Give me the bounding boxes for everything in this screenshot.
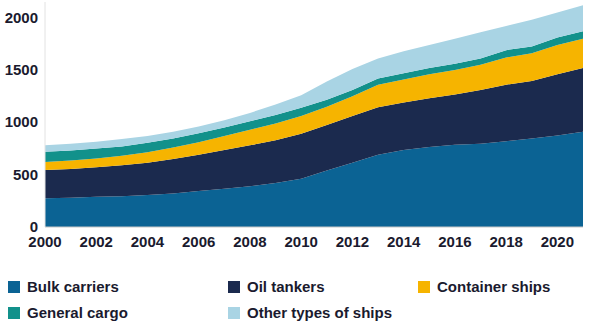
x-tick-label: 2018 [489, 233, 522, 250]
legend-item: Other types of ships [228, 304, 392, 321]
area [45, 68, 583, 198]
x-tick-label: 2008 [233, 233, 266, 250]
legend-label: Oil tankers [247, 278, 325, 295]
legend-label: Bulk carriers [27, 278, 119, 295]
legend-item: Bulk carriers [8, 278, 119, 295]
legend-swatch [228, 307, 240, 319]
x-tick-label: 2000 [28, 233, 61, 250]
x-tick-label: 2004 [131, 233, 165, 250]
legend-item: General cargo [8, 304, 128, 321]
legend-swatch [228, 281, 240, 293]
x-tick-label: 2014 [387, 233, 421, 250]
y-axis-line [45, 2, 46, 227]
legend-swatch [8, 281, 20, 293]
legend-item: Oil tankers [228, 278, 325, 295]
legend-label: Container ships [437, 278, 550, 295]
x-tick-label: 2006 [182, 233, 215, 250]
area [45, 5, 583, 152]
x-tick-label: 2016 [438, 233, 471, 250]
legend-item: Container ships [418, 278, 550, 295]
legend-label: General cargo [27, 304, 128, 321]
x-axis-line [45, 227, 583, 228]
chart: 0500100015002000200020022004200620082010… [0, 0, 597, 332]
x-tick-label: 2002 [80, 233, 113, 250]
legend-swatch [418, 281, 430, 293]
y-tick-label: 1500 [5, 61, 38, 78]
y-tick-label: 500 [13, 166, 38, 183]
legend-swatch [8, 307, 20, 319]
x-tick-label: 2010 [285, 233, 318, 250]
areas [45, 5, 583, 227]
x-tick-label: 2012 [336, 233, 369, 250]
y-tick-label: 2000 [5, 9, 38, 26]
legend-label: Other types of ships [247, 304, 392, 321]
x-tick-label: 2020 [541, 233, 574, 250]
y-tick-label: 1000 [5, 113, 38, 130]
